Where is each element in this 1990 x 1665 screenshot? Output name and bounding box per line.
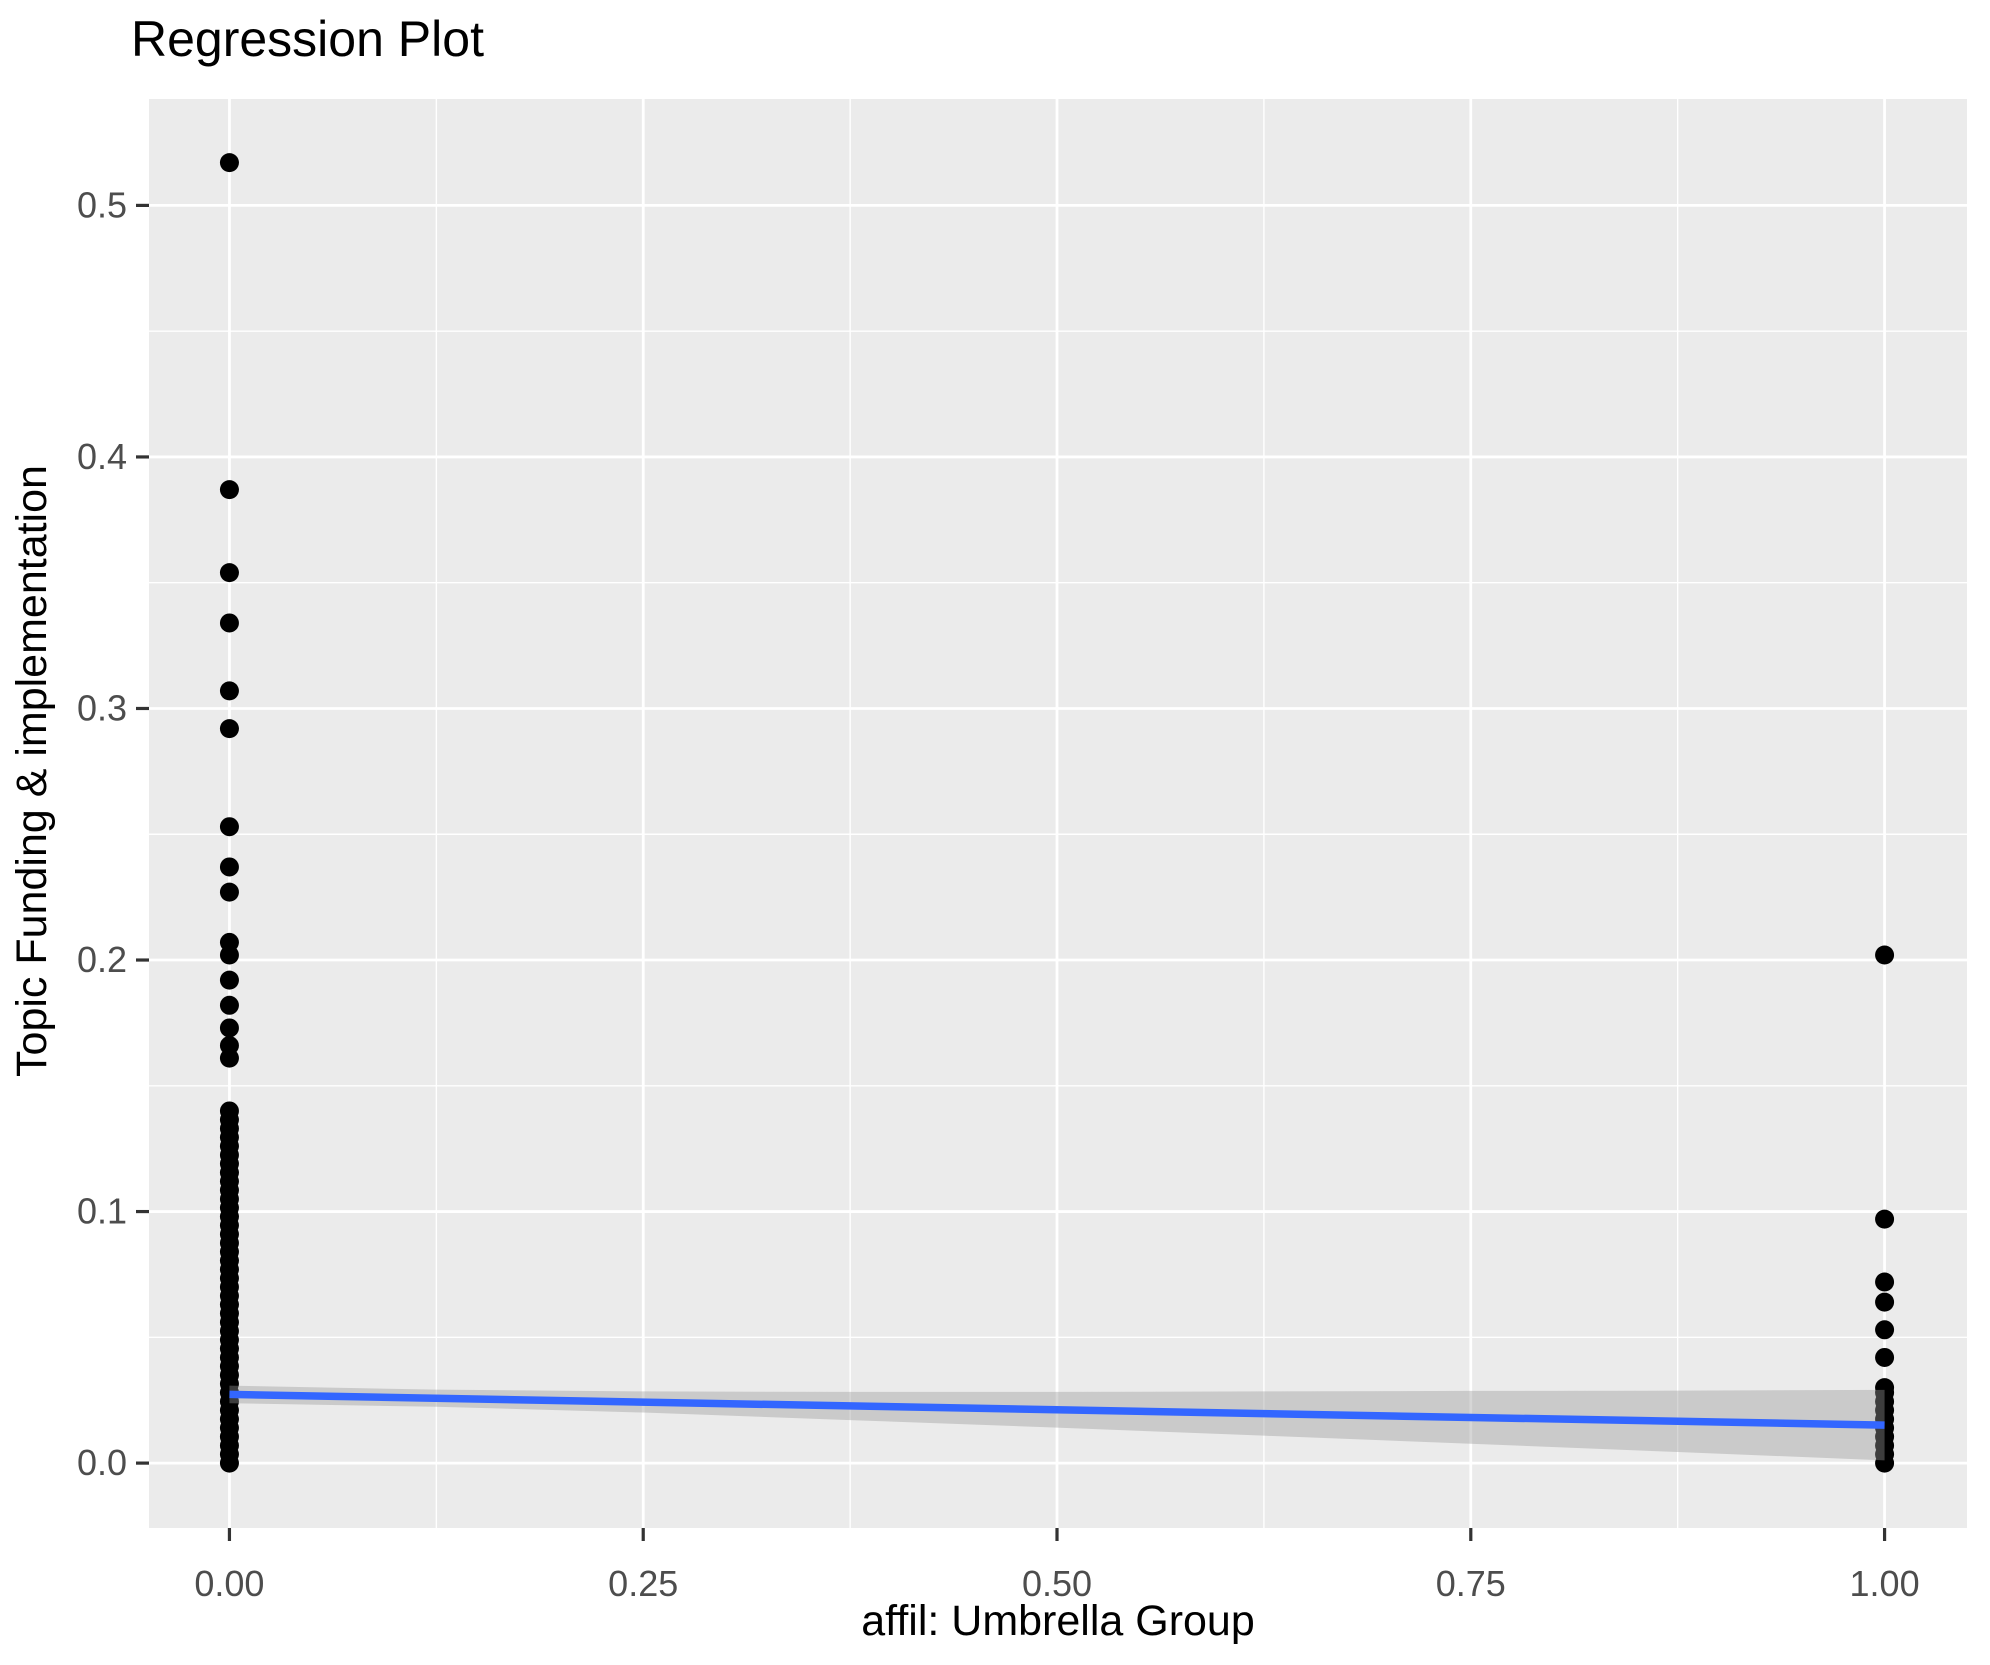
data-point <box>1875 1272 1895 1292</box>
data-point <box>219 1453 239 1473</box>
y-tick-label: 0.2 <box>77 939 127 980</box>
data-point <box>219 882 239 902</box>
x-tick-label: 0.50 <box>1022 1563 1092 1604</box>
x-tick-label: 0.00 <box>194 1563 264 1604</box>
data-point <box>219 681 239 701</box>
data-point <box>1875 1347 1895 1367</box>
data-point <box>1875 1453 1895 1473</box>
data-point <box>1875 1209 1895 1229</box>
y-tick-label: 0.4 <box>77 436 127 477</box>
data-point <box>219 1018 239 1038</box>
x-tick-label: 0.25 <box>608 1563 678 1604</box>
x-axis-title: affil: Umbrella Group <box>861 1597 1255 1645</box>
y-axis-title: Topic Funding & implementation <box>8 465 56 1077</box>
y-tick-label: 0.3 <box>77 687 127 728</box>
data-point <box>219 857 239 877</box>
data-point <box>1875 1320 1895 1340</box>
data-point <box>219 563 239 583</box>
regression-line <box>229 1390 1885 1429</box>
data-point <box>219 817 239 837</box>
plot-title: Regression Plot <box>131 11 484 67</box>
data-point <box>219 153 239 173</box>
data-point <box>219 945 239 965</box>
data-point <box>1875 1292 1895 1312</box>
data-point <box>219 995 239 1015</box>
y-tick-label: 0.5 <box>77 184 127 225</box>
data-point <box>219 719 239 739</box>
data-point <box>219 1048 239 1068</box>
x-tick-label: 0.75 <box>1436 1563 1506 1604</box>
y-tick-label: 0.0 <box>77 1442 127 1483</box>
y-tick-label: 0.1 <box>77 1191 127 1232</box>
x-tick-label: 1.00 <box>1850 1563 1920 1604</box>
data-point <box>1875 945 1895 965</box>
data-point <box>219 970 239 990</box>
data-point <box>219 480 239 500</box>
data-point <box>219 613 239 633</box>
